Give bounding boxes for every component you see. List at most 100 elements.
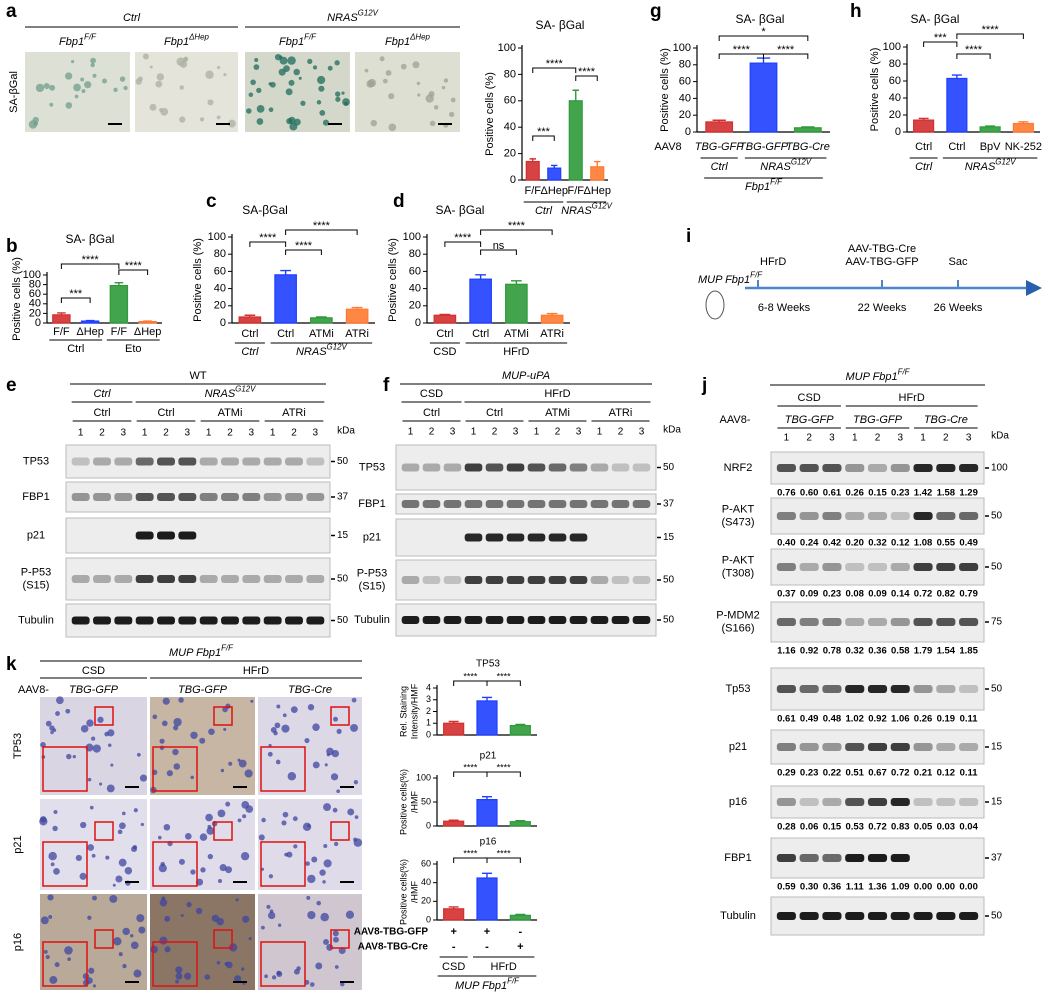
band <box>776 512 796 520</box>
quantification: 0.78 <box>823 646 842 657</box>
bar <box>525 160 540 181</box>
cell <box>278 68 286 76</box>
band <box>401 500 420 508</box>
band <box>93 457 111 466</box>
cell <box>159 898 168 907</box>
cell <box>90 62 95 68</box>
x-tick-label: BpV <box>980 141 1001 153</box>
roi-box <box>94 929 114 949</box>
band <box>776 464 796 472</box>
cell <box>238 759 247 768</box>
cell <box>80 724 89 733</box>
label: Ctrl <box>93 388 111 400</box>
cell <box>86 719 94 727</box>
inset-box <box>260 941 306 987</box>
chart-title: p21 <box>480 751 497 762</box>
cell <box>73 83 81 92</box>
cell <box>228 943 238 952</box>
cell <box>204 974 211 980</box>
quantification: 0.51 <box>845 768 864 779</box>
band <box>890 854 910 862</box>
band <box>776 798 796 806</box>
cell <box>155 80 163 88</box>
band <box>867 512 888 520</box>
group-label: Ctrl <box>67 343 84 355</box>
kda-value: 100 <box>991 463 1008 474</box>
label: Ctrl <box>423 407 440 419</box>
significance-bracket <box>249 241 287 247</box>
panel-letter: g <box>650 1 662 22</box>
band <box>867 685 888 693</box>
cell <box>319 109 326 116</box>
lane-number: 1 <box>534 427 540 438</box>
micrograph <box>245 52 350 132</box>
row-label: TP53 <box>23 455 49 467</box>
quantification: 0.79 <box>959 589 978 600</box>
band <box>135 531 154 540</box>
cell <box>306 895 311 900</box>
significance-bracket <box>285 229 358 235</box>
event-label: AAV-TBG-GFP <box>845 256 918 268</box>
cell <box>92 744 101 753</box>
quantification: 0.15 <box>823 822 842 833</box>
band <box>890 743 910 751</box>
significance-bracket <box>486 771 521 777</box>
lane-number: 2 <box>429 427 435 438</box>
cell <box>312 723 320 731</box>
band <box>913 685 933 693</box>
bar <box>469 278 492 324</box>
group-label: NRASG12V <box>296 343 348 358</box>
quantification: 0.92 <box>868 714 887 725</box>
band <box>936 512 956 520</box>
lane-number: 1 <box>597 427 603 438</box>
cell <box>379 56 385 62</box>
cell <box>228 119 236 128</box>
cell <box>160 107 169 116</box>
x-tick-label: ATMi <box>504 328 529 340</box>
significance-bracket <box>60 297 91 303</box>
table-mark: + <box>450 926 456 938</box>
cell <box>246 108 252 114</box>
y-tick-label: 40 <box>504 121 516 133</box>
kda-value: 15 <box>991 797 1003 808</box>
error-bar <box>572 89 579 101</box>
bar <box>274 274 297 324</box>
error-bar <box>439 313 451 316</box>
bar <box>443 722 465 736</box>
band <box>306 457 325 466</box>
cell <box>364 68 369 73</box>
table-mark: - <box>518 926 522 938</box>
row-label: P-P53 <box>357 567 388 579</box>
cell <box>370 119 378 127</box>
bar <box>509 724 531 736</box>
quantification: 0.72 <box>868 822 887 833</box>
cell <box>178 697 184 703</box>
cell <box>276 704 281 709</box>
kda-value: 50 <box>337 574 349 585</box>
label: CSD <box>442 961 465 973</box>
cell <box>130 941 139 950</box>
bar <box>509 914 531 921</box>
error-bar <box>482 696 492 701</box>
quantification: 1.54 <box>937 646 956 657</box>
cell <box>429 120 436 127</box>
band <box>867 854 888 862</box>
bar <box>913 119 935 133</box>
cell <box>49 102 54 107</box>
cell <box>87 915 92 920</box>
cell <box>64 72 73 80</box>
label-text: MUP Fbp1 <box>169 647 221 659</box>
kda-label: kDa <box>337 426 355 437</box>
band <box>485 500 504 508</box>
cell <box>175 966 183 974</box>
lane-number: 1 <box>142 428 148 439</box>
cell <box>266 904 271 909</box>
cell <box>158 864 167 873</box>
label-text: MUP Fbp1 <box>698 274 750 286</box>
cell <box>49 975 58 984</box>
lane-number: 3 <box>450 427 456 438</box>
cell <box>113 87 118 92</box>
blot-strip <box>65 481 331 513</box>
cell <box>311 856 318 863</box>
band <box>199 457 218 466</box>
